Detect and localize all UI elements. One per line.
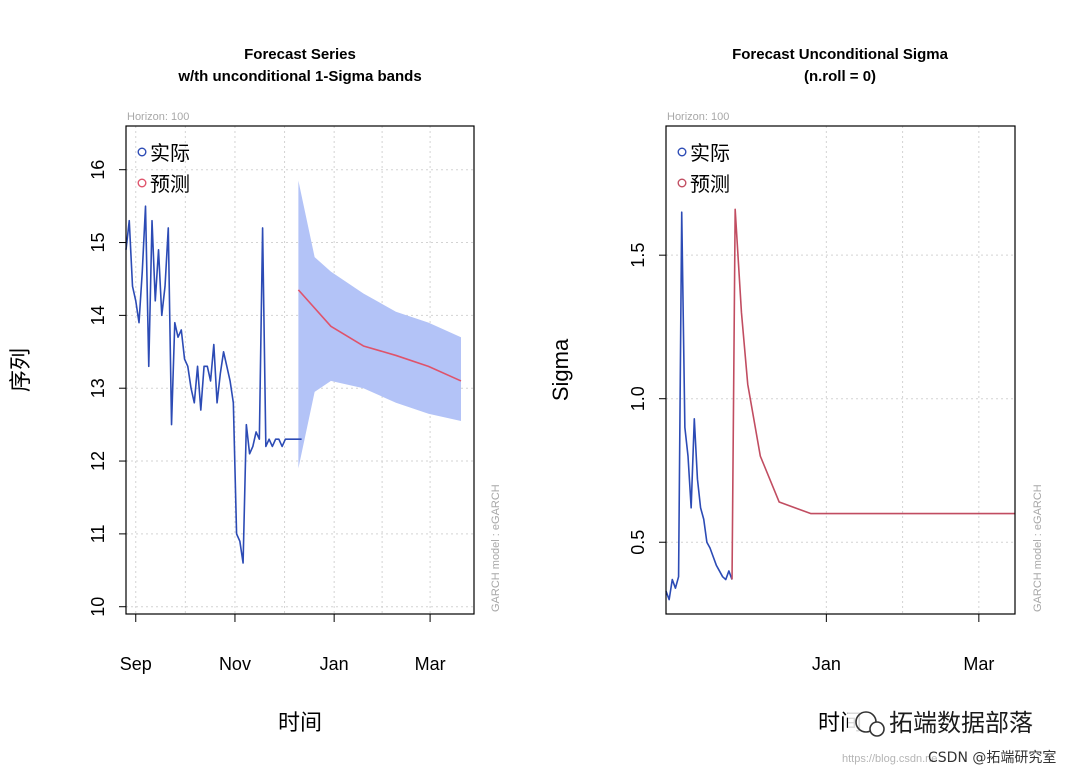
wechat-icon	[855, 711, 885, 737]
y-tick-label: 14	[88, 305, 108, 325]
series-line-forecast	[731, 208, 1015, 580]
y-tick-label: 10	[88, 597, 108, 617]
y-tick-label: 12	[88, 451, 108, 471]
legend-label: 预测	[690, 172, 730, 196]
model-label: GARCH model : eGARCH	[490, 484, 502, 612]
chart-subtitle: (n.roll = 0)	[804, 68, 876, 85]
plot-frame	[125, 125, 475, 615]
horizon-label: Horizon: 100	[127, 111, 189, 123]
forecast-sigma-panel: Forecast Unconditional Sigma (n.roll = 0…	[548, 46, 1044, 736]
watermark: 拓端数据部落 https://blog.csdn.ne CSDN @拓端研究室	[842, 706, 1056, 766]
y-tick-label: 1.0	[628, 386, 648, 411]
x-tick-label: Jan	[320, 654, 349, 674]
chart-title: Forecast Series	[244, 46, 356, 63]
x-tick-label: Sep	[120, 654, 152, 674]
x-tick-label: Mar	[963, 654, 994, 674]
legend-marker	[137, 178, 147, 188]
legend-marker	[677, 147, 687, 157]
legend-marker	[137, 147, 147, 157]
x-tick-label: Mar	[415, 654, 446, 674]
chart-subtitle: w/th unconditional 1-Sigma bands	[177, 68, 421, 85]
y-tick-label: 11	[88, 525, 108, 544]
series-line-actual	[125, 205, 302, 564]
y-tick-label: 15	[88, 233, 108, 253]
plot-frame	[665, 125, 1016, 615]
watermark-url: https://blog.csdn.ne	[842, 753, 937, 765]
model-label: GARCH model : eGARCH	[1032, 484, 1044, 612]
watermark-brand: 拓端数据部落	[889, 709, 1033, 737]
y-tick-label: 1.5	[628, 243, 648, 268]
series-line-forecast	[297, 289, 462, 382]
legend-label: 预测	[150, 172, 190, 196]
legend-label: 实际	[690, 141, 730, 165]
y-tick-label: 13	[88, 378, 108, 398]
sigma-band	[298, 180, 461, 469]
y-tick-label: 0.5	[628, 530, 648, 555]
series-line-actual	[665, 211, 733, 601]
y-tick-label: 16	[88, 160, 108, 180]
x-axis-label: 时间	[278, 711, 322, 736]
watermark-csdn: CSDN @拓端研究室	[928, 749, 1056, 766]
x-tick-label: Jan	[812, 654, 841, 674]
horizon-label: Horizon: 100	[667, 111, 729, 123]
legend-label: 实际	[150, 141, 190, 165]
y-axis-label: Sigma	[548, 338, 573, 401]
chart-title: Forecast Unconditional Sigma	[732, 46, 949, 63]
y-axis-label: 序列	[9, 348, 34, 392]
x-tick-label: Nov	[219, 654, 251, 674]
forecast-series-panel: Forecast Series w/th unconditional 1-Sig…	[9, 46, 502, 736]
legend-marker	[677, 178, 687, 188]
